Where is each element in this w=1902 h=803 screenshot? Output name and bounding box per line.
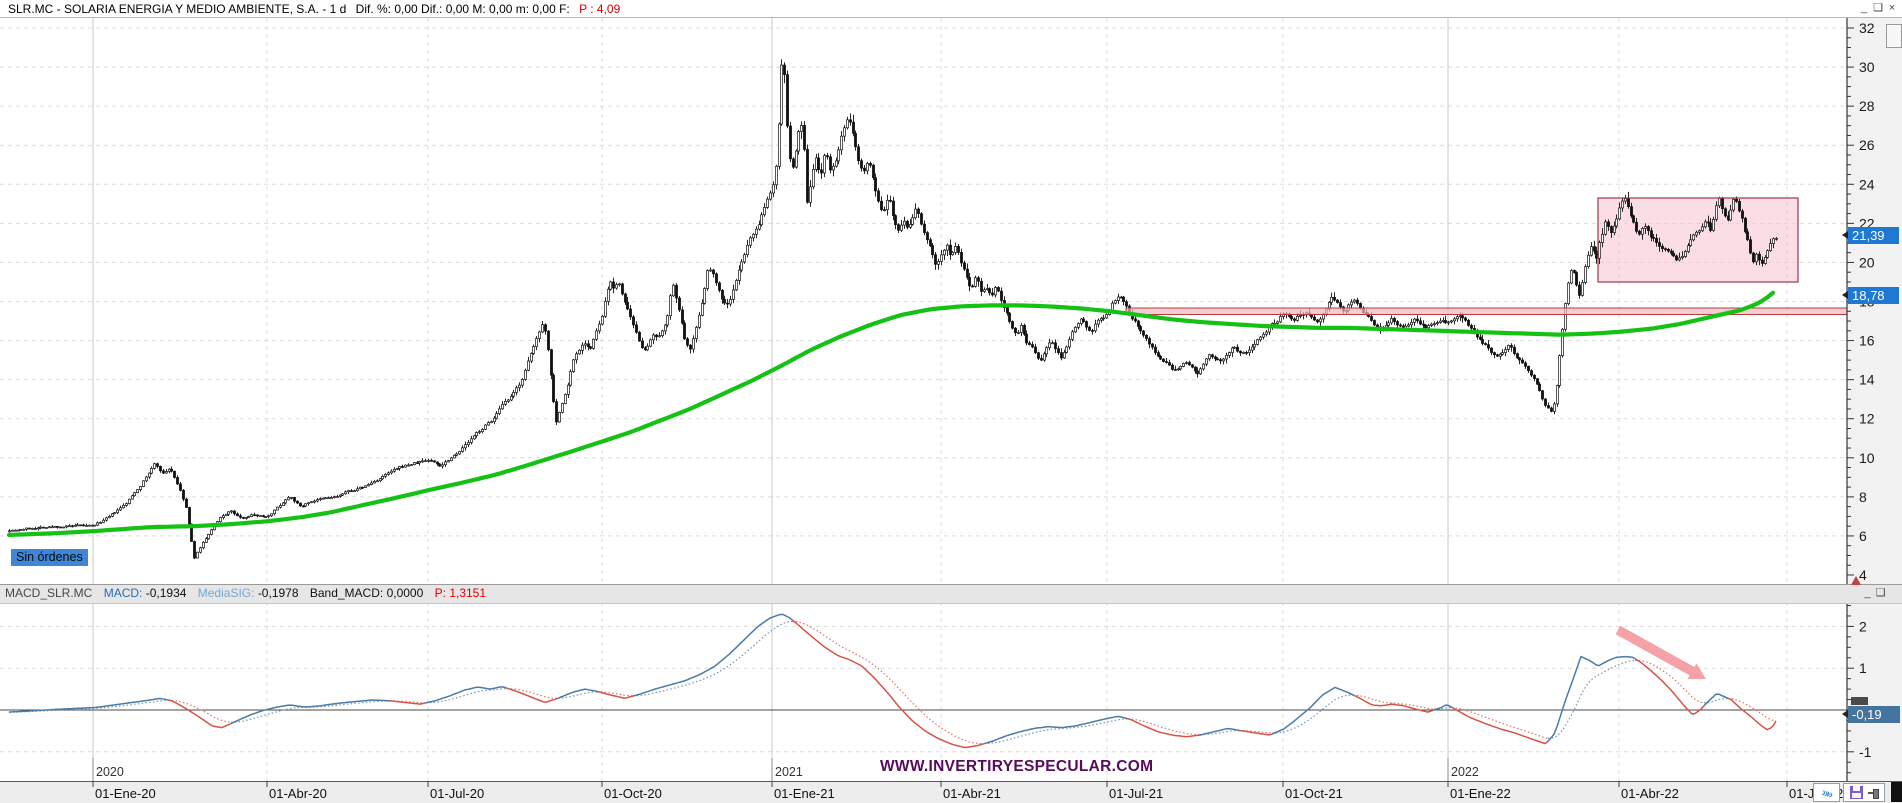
svg-text:30: 30 — [1859, 59, 1875, 75]
instrument-title: SLR.MC - SOLARIA ENERGIA Y MEDIO AMBIENT… — [8, 2, 347, 16]
mediasig-value: -0,1978 — [257, 586, 299, 600]
moving-average-line — [6, 290, 1776, 538]
macd-minimize-icon[interactable]: _ — [1864, 587, 1873, 599]
svg-text:01-Oct-21: 01-Oct-21 — [1285, 786, 1343, 801]
last-price-tag: 21,39 — [1842, 227, 1899, 244]
scroll-to-end-button[interactable]: »» — [1813, 783, 1840, 802]
svg-text:6: 6 — [1859, 528, 1867, 544]
svg-text:2021: 2021 — [775, 765, 803, 779]
close-icon[interactable]: × — [1888, 2, 1898, 14]
svg-text:01-Ene-22: 01-Ene-22 — [1450, 786, 1511, 801]
save-chart-button[interactable] — [1843, 783, 1885, 802]
svg-text:2020: 2020 — [96, 765, 124, 779]
svg-text:10: 10 — [1859, 450, 1875, 466]
mediasig-label: MediaSIG: — [197, 586, 255, 600]
minimize-icon[interactable]: _ — [1860, 2, 1870, 14]
svg-text:01-Jul-21: 01-Jul-21 — [1109, 786, 1163, 801]
macd-indicator-name: MACD_SLR.MC — [5, 586, 93, 600]
macd-panel-header: MACD_SLR.MC MACD: -0,1934 MediaSIG: -0,1… — [0, 584, 1902, 604]
bandmacd-value: 0,0000 — [386, 586, 424, 600]
price-axis: 32302826242220181614121086421-1 — [1846, 18, 1902, 781]
macd-p-label: P: — [434, 586, 446, 600]
quote-price: P : 4,09 — [579, 2, 621, 16]
corner-widget — [1891, 782, 1902, 802]
svg-text:01-Abr-20: 01-Abr-20 — [269, 786, 327, 801]
svg-text:2022: 2022 — [1451, 765, 1479, 779]
svg-text:24: 24 — [1859, 176, 1875, 192]
macd-lines — [8, 613, 1777, 749]
down-arrow-annotation — [1615, 625, 1706, 680]
macd-window-controls: _ ❏ — [1862, 586, 1888, 599]
window-controls: _ ❏ × — [1858, 1, 1900, 14]
svg-text:4: 4 — [1859, 567, 1867, 583]
quote-header: SLR.MC - SOLARIA ENERGIA Y MEDIO AMBIENT… — [0, 0, 1902, 18]
macd-label: MACD: — [103, 586, 143, 600]
consolidation-box-border — [1597, 197, 1799, 283]
no-orders-badge: Sin órdenes — [11, 549, 88, 566]
floppy-disk-icon — [1850, 786, 1863, 799]
side-toolbar-button[interactable] — [1886, 24, 1902, 48]
svg-text:14: 14 — [1859, 372, 1875, 388]
gridlines — [0, 18, 1847, 781]
svg-text:8: 8 — [1859, 489, 1867, 505]
consolidation-box-fill — [1598, 198, 1798, 282]
svg-text:26: 26 — [1859, 137, 1875, 153]
svg-text:12: 12 — [1859, 411, 1875, 427]
svg-text:01-Ene-20: 01-Ene-20 — [95, 786, 156, 801]
drawing-marker-icon — [1851, 576, 1861, 585]
macd-restore-icon[interactable]: ❏ — [1875, 587, 1888, 599]
pin-icon — [1868, 788, 1879, 799]
restore-icon[interactable]: ❏ — [1873, 2, 1885, 14]
watermark: WWW.INVERTIRYESPECULAR.COM — [880, 758, 1154, 775]
double-chevron-icon: »» — [1819, 784, 1834, 801]
svg-text:01-Abr-22: 01-Abr-22 — [1621, 786, 1679, 801]
band-macd-zero-marker — [1851, 697, 1868, 705]
svg-text:01-Abr-21: 01-Abr-21 — [943, 786, 1001, 801]
svg-text:32: 32 — [1859, 20, 1875, 36]
macd-p-value: 1,3151 — [449, 586, 487, 600]
svg-text:1: 1 — [1859, 660, 1867, 676]
bandmacd-label: Band_MACD: — [309, 586, 384, 600]
svg-text:20: 20 — [1859, 254, 1875, 270]
svg-text:01-Oct-20: 01-Oct-20 — [604, 786, 662, 801]
svg-text:01-Ene-21: 01-Ene-21 — [774, 786, 835, 801]
svg-text:-1: -1 — [1859, 744, 1872, 760]
macd-value-tag: -0,19 — [1842, 706, 1900, 723]
quote-header-text: SLR.MC - SOLARIA ENERGIA Y MEDIO AMBIENT… — [8, 2, 620, 16]
svg-text:2: 2 — [1859, 618, 1867, 634]
time-axis-bar — [0, 781, 1902, 803]
svg-text:16: 16 — [1859, 333, 1875, 349]
quote-stats: Dif. %: 0,00 Dif.: 0,00 M: 0,00 m: 0,00 … — [355, 2, 570, 16]
ma-value-tag: 18,78 — [1842, 287, 1899, 304]
svg-text:28: 28 — [1859, 98, 1875, 114]
macd-value: -0,1934 — [145, 586, 187, 600]
svg-text:01-Jul-20: 01-Jul-20 — [430, 786, 484, 801]
